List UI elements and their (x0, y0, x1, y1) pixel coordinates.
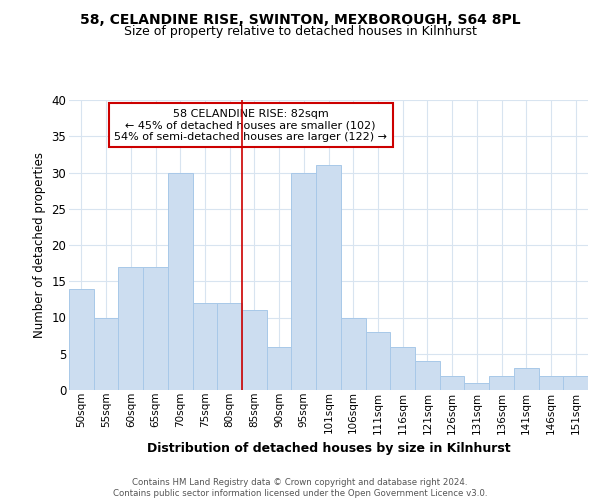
X-axis label: Distribution of detached houses by size in Kilnhurst: Distribution of detached houses by size … (146, 442, 511, 455)
Bar (193, 303, 217, 390)
Text: Size of property relative to detached houses in Kilnhurst: Size of property relative to detached ho… (124, 25, 476, 38)
Text: Contains HM Land Registry data © Crown copyright and database right 2024.
Contai: Contains HM Land Registry data © Crown c… (113, 478, 487, 498)
Bar (390, 346, 415, 390)
Bar (242, 310, 267, 390)
Text: 58, CELANDINE RISE, SWINTON, MEXBOROUGH, S64 8PL: 58, CELANDINE RISE, SWINTON, MEXBOROUGH,… (80, 12, 520, 26)
Bar (489, 376, 514, 390)
Bar (415, 361, 440, 390)
Bar (316, 165, 341, 390)
Text: 58 CELANDINE RISE: 82sqm
← 45% of detached houses are smaller (102)
54% of semi-: 58 CELANDINE RISE: 82sqm ← 45% of detach… (114, 108, 387, 142)
Bar (168, 172, 193, 390)
Bar (341, 318, 365, 390)
Bar (94, 318, 118, 390)
Bar (464, 383, 489, 390)
Bar (143, 267, 168, 390)
Bar (514, 368, 539, 390)
Bar (563, 376, 588, 390)
Bar (292, 172, 316, 390)
Bar (118, 267, 143, 390)
Bar (267, 346, 292, 390)
Bar (539, 376, 563, 390)
Bar (69, 288, 94, 390)
Bar (365, 332, 390, 390)
Bar (217, 303, 242, 390)
Bar (440, 376, 464, 390)
Y-axis label: Number of detached properties: Number of detached properties (33, 152, 46, 338)
